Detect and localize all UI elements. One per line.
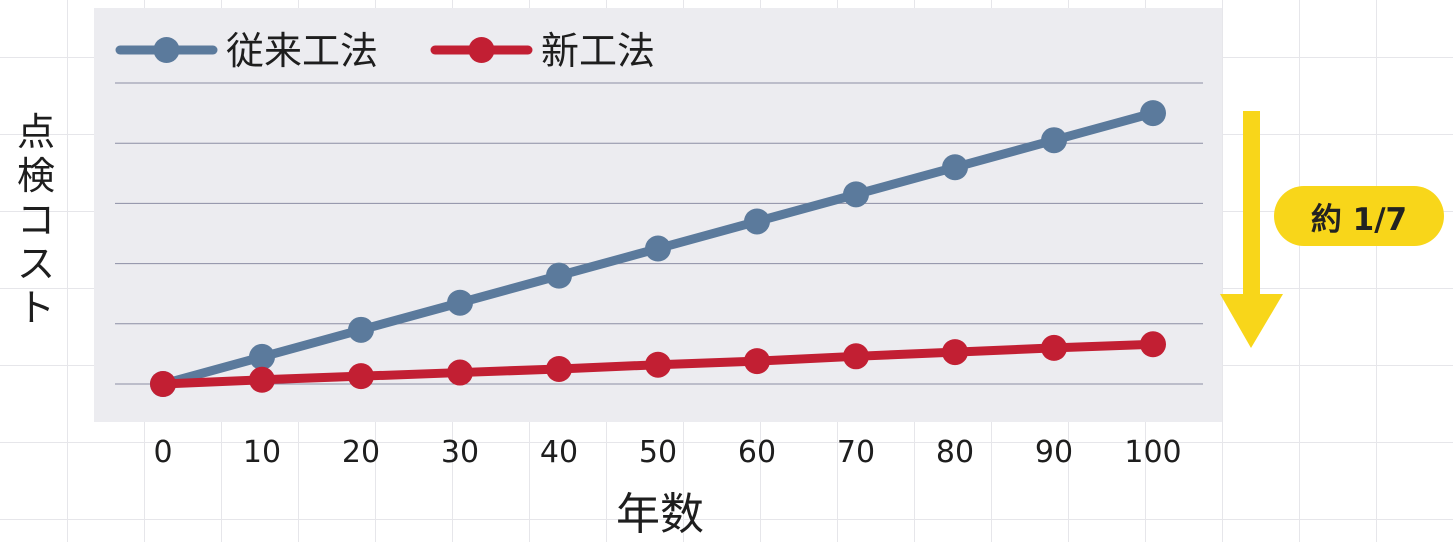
x-tick-label: 0 bbox=[153, 435, 172, 470]
line-chart: 0 10 20 30 40 50 60 70 80 90 100 従来工法 新工法 bbox=[94, 8, 1283, 470]
data-point bbox=[1041, 334, 1067, 361]
reduction-badge: 約 1/7 bbox=[1274, 186, 1444, 246]
data-point bbox=[942, 339, 968, 366]
legend-marker bbox=[468, 37, 495, 63]
data-point bbox=[1041, 127, 1067, 154]
data-point bbox=[645, 235, 671, 262]
y-axis-label-char: ト bbox=[16, 286, 55, 330]
data-point bbox=[645, 351, 671, 378]
y-axis-label-char: 点 bbox=[16, 110, 55, 154]
series-2 bbox=[150, 331, 1166, 397]
x-tick-label: 30 bbox=[441, 435, 479, 470]
data-point bbox=[942, 154, 968, 181]
data-point bbox=[744, 208, 770, 235]
legend-label: 従来工法 bbox=[226, 29, 378, 73]
legend-item: 従来工法 bbox=[115, 29, 378, 73]
data-point bbox=[1140, 100, 1166, 127]
x-tick-label: 60 bbox=[738, 435, 776, 470]
y-axis-label-char: ス bbox=[16, 242, 55, 286]
x-tick-label: 100 bbox=[1124, 435, 1181, 470]
reduction-arrow bbox=[1220, 111, 1283, 348]
data-point bbox=[546, 355, 572, 382]
y-axis-label: 点検コスト bbox=[14, 110, 58, 330]
data-point bbox=[447, 289, 473, 316]
data-point bbox=[843, 343, 869, 370]
data-point bbox=[348, 363, 374, 390]
data-point bbox=[546, 262, 572, 289]
data-point bbox=[1140, 331, 1166, 358]
x-tick-label: 70 bbox=[837, 435, 875, 470]
data-point bbox=[447, 359, 473, 386]
x-tick-label: 10 bbox=[243, 435, 281, 470]
data-point bbox=[843, 181, 869, 208]
data-point bbox=[150, 371, 176, 397]
data-point bbox=[249, 343, 275, 370]
legend-label: 新工法 bbox=[541, 29, 655, 73]
x-tick-label: 90 bbox=[1035, 435, 1073, 470]
x-tick-label: 80 bbox=[936, 435, 974, 470]
data-point bbox=[249, 366, 275, 393]
legend-item: 新工法 bbox=[430, 29, 655, 73]
x-tick-label: 50 bbox=[639, 435, 677, 470]
y-axis-label-char: 検 bbox=[16, 154, 55, 198]
x-tick-label: 20 bbox=[342, 435, 380, 470]
data-point bbox=[348, 316, 374, 343]
y-axis-label-char: コ bbox=[16, 198, 55, 242]
legend-marker bbox=[153, 37, 180, 63]
x-tick-label: 40 bbox=[540, 435, 578, 470]
data-point bbox=[744, 348, 770, 375]
x-axis-label: 年数 bbox=[616, 489, 704, 540]
